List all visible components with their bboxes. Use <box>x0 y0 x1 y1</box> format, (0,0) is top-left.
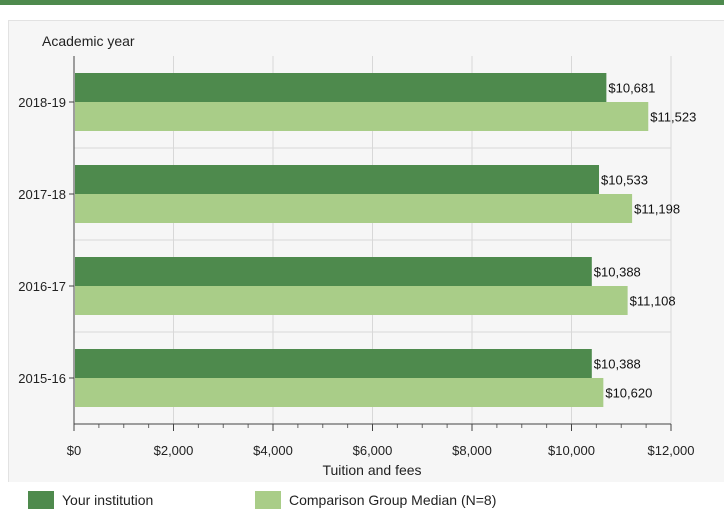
x-axis-title: Tuition and fees <box>322 462 421 478</box>
y-tick-label: 2018-19 <box>18 95 66 110</box>
x-tick-label: $2,000 <box>154 443 194 458</box>
legend-swatch <box>28 491 54 509</box>
y-tick-label: 2015-16 <box>18 371 66 386</box>
y-tick-label: 2016-17 <box>18 279 66 294</box>
bar-value-label: $11,198 <box>634 202 680 217</box>
bar-value-label: $10,388 <box>594 357 641 372</box>
bar-value-label: $10,681 <box>608 81 655 96</box>
x-tick-label: $10,000 <box>548 443 595 458</box>
bar-value-label: $10,388 <box>594 265 641 280</box>
bar-comparison-median[interactable] <box>75 102 649 131</box>
x-tick-label: $6,000 <box>353 443 393 458</box>
legend-label: Your institution <box>62 492 154 508</box>
legend-label: Comparison Group Median (N=8) <box>289 492 497 508</box>
bar-value-label: $11,108 <box>630 294 676 309</box>
legend-item-comparison-median[interactable]: Comparison Group Median (N=8) <box>255 489 496 511</box>
legend-item-your-institution[interactable]: Your institution <box>28 489 153 511</box>
x-tick-label: $12,000 <box>648 443 695 458</box>
legend-swatch <box>255 491 281 509</box>
y-tick-label: 2017-18 <box>18 187 66 202</box>
bar-your-institution[interactable] <box>75 73 607 102</box>
bar-comparison-median[interactable] <box>75 286 628 315</box>
bar-value-label: $11,523 <box>650 110 696 125</box>
x-tick-label: $4,000 <box>253 443 293 458</box>
bar-comparison-median[interactable] <box>75 194 633 223</box>
bar-your-institution[interactable] <box>75 257 592 286</box>
bar-value-label: $10,620 <box>605 386 652 401</box>
bar-your-institution[interactable] <box>75 165 600 194</box>
bar-your-institution[interactable] <box>75 349 592 378</box>
x-tick-label: $0 <box>67 443 81 458</box>
x-tick-label: $8,000 <box>452 443 492 458</box>
y-axis-title: Academic year <box>42 33 135 49</box>
bar-comparison-median[interactable] <box>75 378 604 407</box>
top-accent-bar <box>0 0 724 5</box>
bar-value-label: $10,533 <box>601 173 648 188</box>
